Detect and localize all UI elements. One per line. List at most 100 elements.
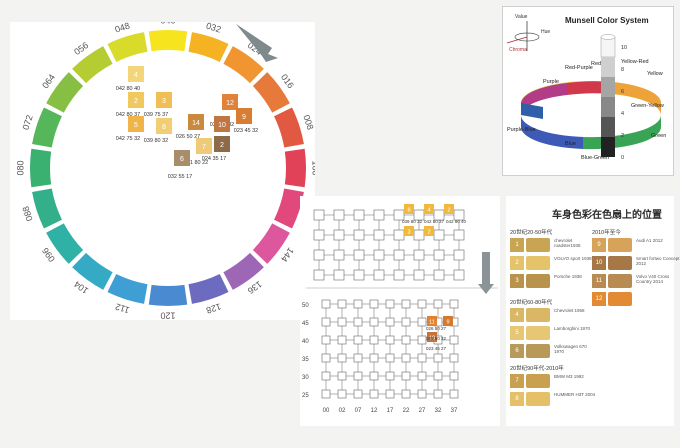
legend-entry-number: 6 <box>510 344 524 358</box>
hue-segment <box>252 223 290 264</box>
legend-entry-caption: Audi A1 2012 <box>636 238 663 243</box>
legend-entry-number: 10 <box>592 256 606 270</box>
x-tick: 22 <box>403 408 410 414</box>
grid-cell <box>449 299 459 309</box>
legend-entry-caption: Smart fortwo Concept 2012 <box>636 256 680 266</box>
y-tick: 25 <box>302 393 309 399</box>
x-tick: 00 <box>323 408 330 414</box>
car-photo-icon <box>608 274 632 288</box>
legend-entry-caption: BMW M3 1992 <box>554 374 584 379</box>
grid-code: 023 50 32 <box>426 336 447 341</box>
grid-cell <box>353 389 363 399</box>
x-tick: 27 <box>419 408 426 414</box>
swatch-code: 039 80 32 <box>144 138 168 144</box>
y-tick: 50 <box>302 303 309 309</box>
chroma-axis-label: Chroma <box>509 47 527 53</box>
legend-entry-number: 5 <box>510 326 524 340</box>
legend-group-title: 20世纪20-50年代 <box>510 230 553 236</box>
grid-cell <box>449 389 459 399</box>
legend-entry-number: 8 <box>510 392 524 406</box>
swatch-number: 3 <box>162 98 166 105</box>
color-swatch <box>222 94 238 110</box>
grid-badge <box>404 226 414 236</box>
hue-label: 072 <box>21 114 35 131</box>
hue-axis-ring <box>514 32 540 42</box>
legend-entry-caption: Porsche 1938 <box>554 274 582 279</box>
grid-cell <box>453 269 465 281</box>
color-swatch <box>128 116 144 132</box>
hue-axis-label: Hue <box>541 29 550 35</box>
grid-cell <box>393 249 405 261</box>
grid-badge-number: 9 <box>446 320 449 326</box>
hue-segment <box>188 32 229 62</box>
grid-badge-number: 8 <box>407 208 410 214</box>
hue-label: 040 <box>160 22 175 25</box>
hue-name: Green-Yellow <box>631 103 664 109</box>
swatch-number: 8 <box>162 124 166 131</box>
hue-label: 136 <box>246 279 264 296</box>
grid-cell <box>369 335 379 345</box>
value-tick: 10 <box>621 45 627 51</box>
hue-name: Purple <box>543 79 559 85</box>
grid-cell <box>433 249 445 261</box>
car-photo-icon <box>526 274 550 288</box>
grid-cell <box>417 353 427 363</box>
swatch-number: 9 <box>242 114 246 121</box>
legend-entry-caption: HUMMER H3T 2004 <box>554 392 596 397</box>
grid-badge <box>427 332 437 342</box>
legend-title: 车身色彩在色扇上的位置 <box>552 210 662 221</box>
color-swatch <box>196 138 212 154</box>
swatch-code: 024 35 17 <box>202 156 226 162</box>
grid-cell <box>353 335 363 345</box>
grid-cell <box>449 335 459 345</box>
grid-cell <box>353 229 365 241</box>
hue-segment <box>188 274 229 304</box>
x-tick: 32 <box>435 408 442 414</box>
hue-label: 056 <box>72 40 90 57</box>
hue-segment <box>107 32 148 62</box>
car-photo-icon <box>526 238 550 252</box>
grid-badge <box>444 204 454 214</box>
grid-cell <box>385 317 395 327</box>
grid-cell <box>321 335 331 345</box>
grid-cell <box>401 371 411 381</box>
munsell-diagram: Munsell Color System Value Hue Chroma 10… <box>506 14 666 161</box>
grid-cell <box>337 299 347 309</box>
hue-ring-blue <box>520 115 583 149</box>
hue-segment <box>72 252 113 290</box>
hue-segment <box>223 46 264 84</box>
swatch-number: 4 <box>134 72 138 79</box>
grid-badge-number: 2 <box>447 208 450 214</box>
grid-cell <box>413 269 425 281</box>
grid-cell <box>433 353 443 363</box>
grid-badge <box>427 316 437 326</box>
car-photo-icon <box>526 256 550 270</box>
color-swatch <box>156 118 172 134</box>
car-photo-icon <box>526 374 550 388</box>
legend-entry-number: 7 <box>510 374 524 388</box>
y-tick: 35 <box>302 357 309 363</box>
direction-arrow-icon <box>236 24 278 62</box>
munsell-panel: Munsell Color System Value Hue Chroma 10… <box>502 6 674 176</box>
legend-entry-number: 9 <box>592 238 606 252</box>
grid-cell <box>333 209 345 221</box>
x-tick: 02 <box>339 408 346 414</box>
hue-label: 112 <box>114 301 131 315</box>
swatch-code: 042 80 37 <box>116 112 140 118</box>
hue-name: Yellow-Red <box>621 59 649 65</box>
grid-cell <box>337 389 347 399</box>
grid-cell <box>385 371 395 381</box>
grid-cell <box>373 209 385 221</box>
hue-segment <box>252 72 290 113</box>
hue-grid-panel: 8 4 2 3 2 039 80 32 042 80 37 042 80 40 50 45 40 35… <box>300 196 500 426</box>
grid-cell <box>369 317 379 327</box>
hue-segment <box>148 284 188 306</box>
grid-cell <box>337 371 347 381</box>
legend-group-title: 20世纪60-80年代 <box>510 300 553 306</box>
hue-label: 160 <box>311 160 315 175</box>
hue-label: 008 <box>301 114 315 131</box>
hue-ring-yellow-red <box>613 82 662 115</box>
swatch-number: 7 <box>202 144 206 151</box>
grid-cell <box>417 371 427 381</box>
legend-entry-number: 12 <box>592 292 606 306</box>
